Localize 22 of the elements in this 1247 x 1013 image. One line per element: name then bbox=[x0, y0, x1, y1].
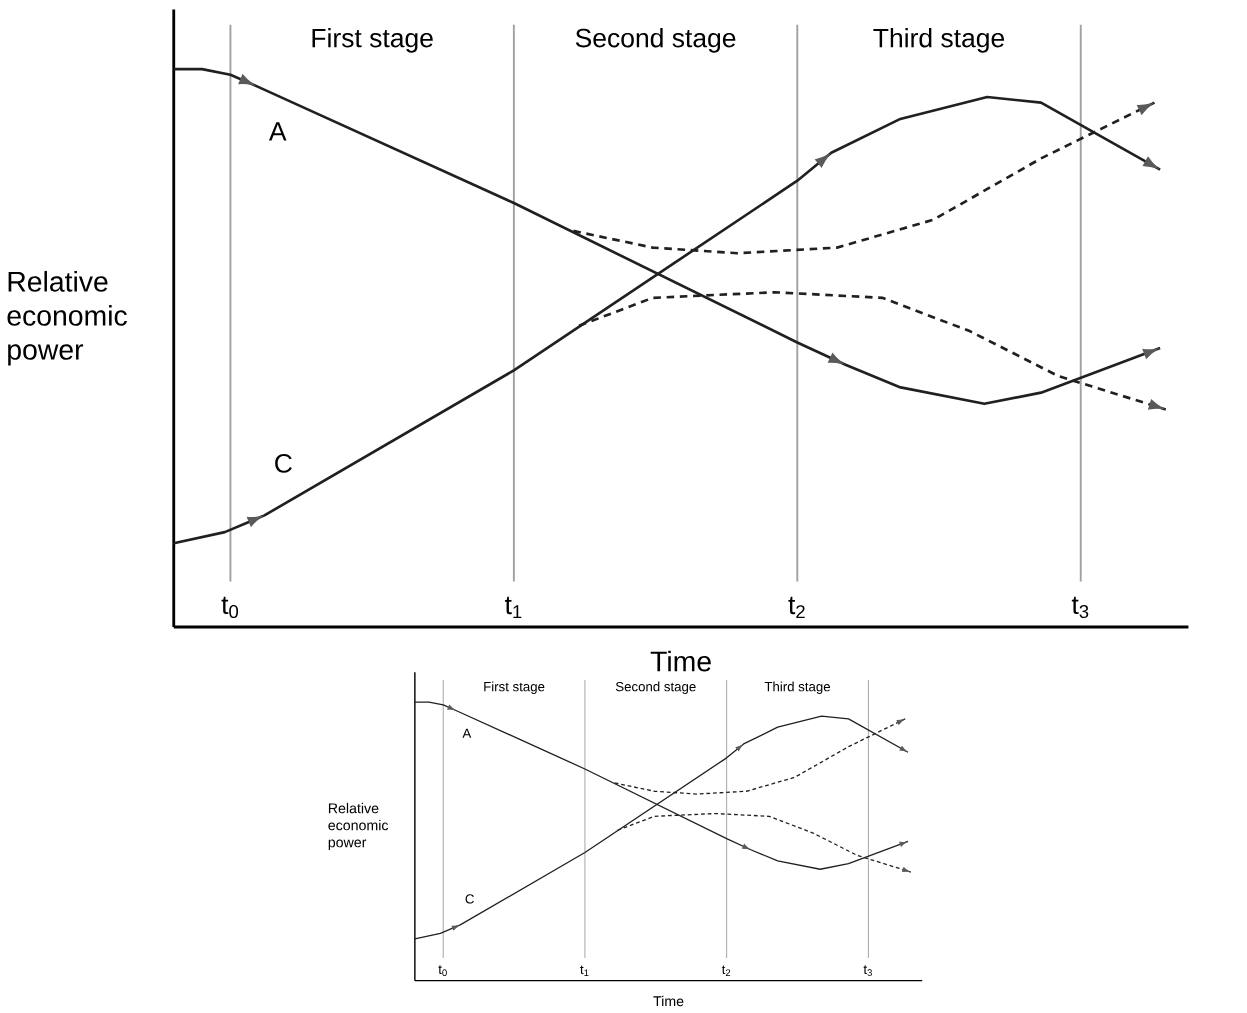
y-axis-title: Relative economic power bbox=[7, 271, 127, 366]
series-label: C bbox=[465, 894, 474, 904]
y-axis-title: Relative economic power bbox=[328, 803, 389, 851]
text: First stage bbox=[484, 681, 545, 695]
text: Third stage bbox=[873, 28, 1005, 53]
x-tick-label: t$_{0}$ bbox=[438, 965, 447, 977]
text: Second stage bbox=[575, 28, 736, 53]
x-axis-title: Time bbox=[653, 996, 684, 1007]
text: Second stage bbox=[615, 681, 696, 695]
x-tick-label: t$_{3}$ bbox=[863, 965, 872, 977]
x-tick-label: t$_{2}$ bbox=[788, 597, 805, 619]
series-label: A bbox=[268, 122, 287, 141]
text: First stage bbox=[312, 28, 433, 53]
x-tick-label: t$_{1}$ bbox=[504, 597, 522, 619]
x-tick-label: t$_{3}$ bbox=[1071, 596, 1089, 619]
text: Third stage bbox=[764, 681, 830, 695]
series-label: C bbox=[275, 454, 292, 473]
x-tick-label: t$_{2}$ bbox=[721, 965, 731, 977]
x-tick-label: t$_{0}$ bbox=[221, 596, 239, 619]
series-label: A bbox=[462, 728, 472, 739]
x-tick-label: t$_{1}$ bbox=[580, 965, 589, 977]
x-axis-title: Time bbox=[650, 650, 711, 672]
